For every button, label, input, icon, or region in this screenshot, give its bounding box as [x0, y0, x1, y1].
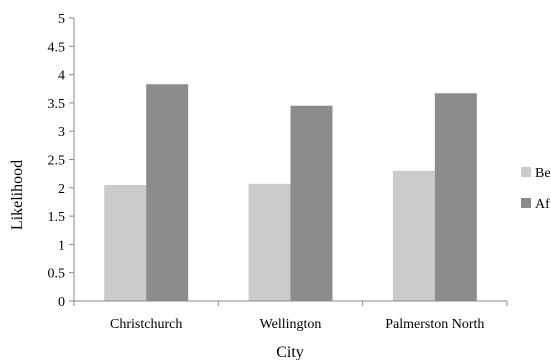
y-tick-label: 4.5: [48, 40, 66, 55]
bar-be-christchurch: [104, 184, 147, 301]
y-tick-label: 1: [58, 238, 65, 253]
legend-swatch: [521, 167, 531, 177]
y-tick-label: 3.5: [48, 97, 66, 112]
legend-label: Af: [535, 197, 550, 212]
bar-af-wellington: [290, 105, 333, 301]
x-axis-title: City: [276, 344, 304, 360]
legend-label: Be: [535, 166, 551, 181]
y-tick-label: 2: [58, 182, 65, 197]
legend-swatch: [521, 198, 531, 208]
legend: Be Af: [521, 166, 551, 212]
bar-af-palmerston-north: [434, 93, 477, 301]
bars: [104, 84, 477, 301]
x-category-label: Christchurch: [110, 317, 182, 332]
x-axis-categories: Christchurch Wellington Palmerston North: [73, 301, 508, 332]
x-category-label: Palmerston North: [385, 317, 484, 332]
y-tick-label: 3: [58, 125, 65, 140]
y-tick-label: 4: [58, 69, 65, 84]
y-tick-label: 2.5: [48, 154, 66, 169]
bar-af-christchurch: [146, 84, 189, 301]
y-tick-label: 0.5: [48, 267, 66, 282]
y-tick-label: 0: [58, 295, 65, 310]
y-tick-label: 5: [58, 12, 65, 27]
x-category-label: Wellington: [260, 317, 322, 332]
y-axis-ticks: 0 0.5 1 1.5 2 2.5 3 3.5 4 4.5 5: [48, 12, 74, 310]
bar-be-palmerston-north: [392, 170, 435, 301]
bar-be-wellington: [248, 183, 291, 301]
y-axis-title: Likelihood: [9, 160, 26, 230]
y-tick-label: 1.5: [48, 210, 66, 225]
